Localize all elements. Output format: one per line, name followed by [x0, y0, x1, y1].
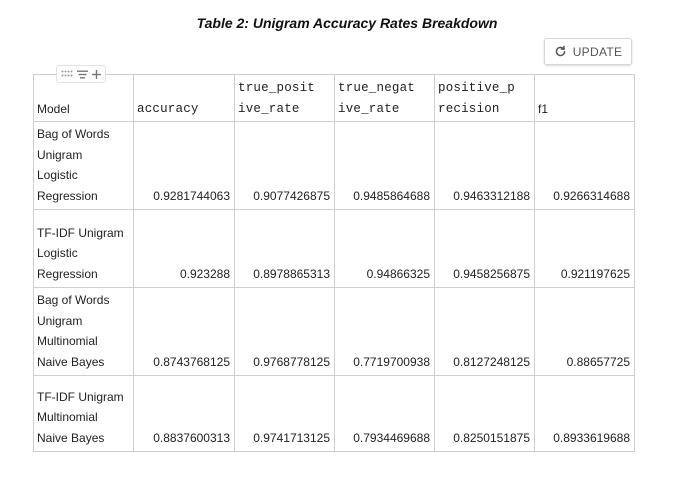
model-line: Multinomial	[37, 410, 98, 424]
f1-cell[interactable]: 0.921197625	[534, 209, 635, 288]
header-positive-precision[interactable]: positive_p recision	[434, 74, 535, 122]
model-line: Multinomial	[37, 334, 98, 348]
model-line: TF-IDF Unigram	[37, 225, 124, 240]
true-negative-rate-cell[interactable]: 0.94866325	[334, 209, 435, 288]
model-cell[interactable]: Bag of Words Unigram Multinomial Naive Baye…	[33, 287, 134, 376]
model-line: Naive Bayes	[37, 430, 105, 445]
accuracy-cell[interactable]: 0.9281744063	[133, 121, 235, 210]
positive-precision-cell[interactable]: 0.9463312188	[434, 121, 535, 210]
true-negative-rate-cell[interactable]: 0.9485864688	[334, 121, 435, 210]
accuracy-cell[interactable]: 0.8743768125	[133, 287, 235, 376]
refresh-icon	[554, 45, 567, 58]
header-line: true_posit	[238, 81, 316, 95]
positive-precision-cell[interactable]: 0.8250151875	[434, 375, 535, 452]
header-row: Model accuracy true_posit ive_rate true_n…	[33, 74, 635, 122]
true-positive-rate-cell[interactable]: 0.9077426875	[234, 121, 335, 210]
header-line: ive_rate	[338, 101, 400, 116]
model-line: Unigram	[37, 147, 83, 162]
table-row: Bag of Words Unigram Logistic Regression 0.…	[33, 121, 635, 210]
accuracy-table: Model accuracy true_posit ive_rate true_n…	[33, 74, 635, 452]
add-icon[interactable]	[92, 69, 101, 79]
model-line: Bag of Words	[37, 293, 110, 307]
model-line: Bag of Words	[37, 127, 110, 141]
table-row: TF-IDF Unigram Logistic Regression 0.92328…	[33, 209, 635, 288]
true-positive-rate-cell[interactable]: 0.8978865313	[234, 209, 335, 288]
model-cell[interactable]: Bag of Words Unigram Logistic Regression	[33, 121, 134, 210]
model-line: Regression	[37, 266, 98, 281]
true-negative-rate-cell[interactable]: 0.7934469688	[334, 375, 435, 452]
true-negative-rate-cell[interactable]: 0.7719700938	[334, 287, 435, 376]
table-row: Bag of Words Unigram Multinomial Naive Baye…	[33, 287, 635, 376]
model-line: Regression	[37, 188, 98, 203]
f1-cell[interactable]: 0.8933619688	[534, 375, 635, 452]
update-button-label: UPDATE	[572, 44, 623, 59]
model-line: Logistic	[37, 246, 78, 260]
header-f1[interactable]: f1	[534, 74, 635, 122]
header-line: true_negat	[338, 81, 416, 95]
table-row: TF-IDF Unigram Multinomial Naive Bayes 0.8…	[33, 375, 635, 452]
model-line: Naive Bayes	[37, 354, 105, 369]
positive-precision-cell[interactable]: 0.8127248125	[434, 287, 535, 376]
accuracy-cell[interactable]: 0.923288	[133, 209, 235, 288]
true-positive-rate-cell[interactable]: 0.9768778125	[234, 287, 335, 376]
header-true-positive-rate[interactable]: true_posit ive_rate	[234, 74, 335, 122]
update-button[interactable]: UPDATE	[544, 38, 632, 65]
f1-cell[interactable]: 0.88657725	[534, 287, 635, 376]
accuracy-cell[interactable]: 0.8837600313	[133, 375, 235, 452]
model-cell[interactable]: TF-IDF Unigram Multinomial Naive Bayes	[33, 375, 134, 452]
model-cell[interactable]: TF-IDF Unigram Logistic Regression	[33, 209, 134, 288]
header-line: positive_p	[438, 81, 516, 95]
drag-handle-icon[interactable]	[61, 70, 73, 78]
model-line: Logistic	[37, 168, 78, 182]
true-positive-rate-cell[interactable]: 0.9741713125	[234, 375, 335, 452]
header-model[interactable]: Model	[33, 74, 134, 122]
filter-icon[interactable]	[77, 70, 88, 79]
header-accuracy[interactable]: accuracy	[133, 74, 235, 122]
f1-cell[interactable]: 0.9266314688	[534, 121, 635, 210]
positive-precision-cell[interactable]: 0.9458256875	[434, 209, 535, 288]
header-true-negative-rate[interactable]: true_negat ive_rate	[334, 74, 435, 122]
model-line: Unigram	[37, 313, 83, 328]
header-line: ive_rate	[238, 101, 300, 116]
model-line: TF-IDF Unigram	[37, 389, 124, 404]
header-line: recision	[438, 101, 500, 116]
table-title: Table 2: Unigram Accuracy Rates Breakdow…	[196, 15, 498, 31]
table-toolbar	[56, 65, 106, 83]
